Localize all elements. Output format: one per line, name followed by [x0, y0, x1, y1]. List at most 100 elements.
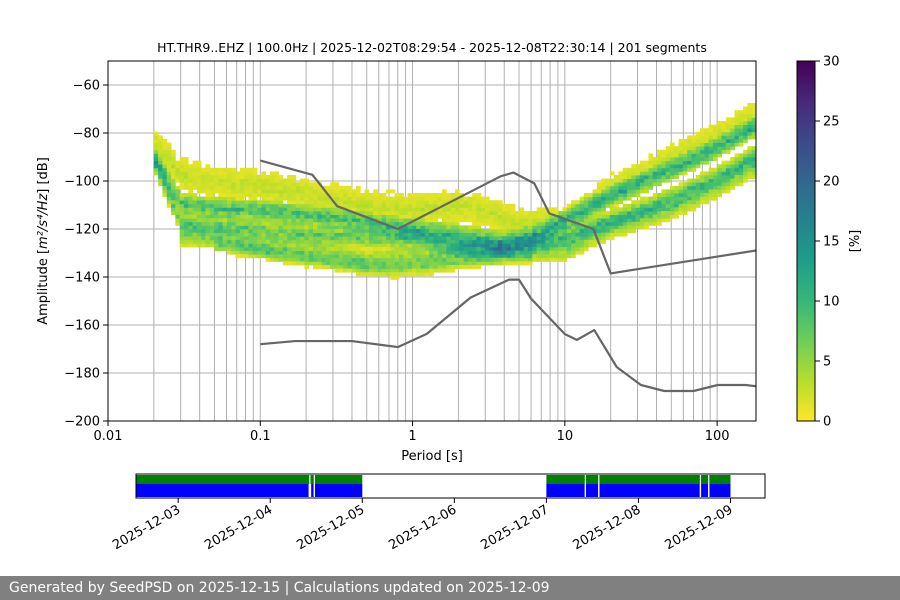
psd-cell: [644, 214, 649, 219]
psd-cell: [734, 124, 740, 129]
psd-cell: [248, 218, 254, 223]
psd-cell: [330, 211, 335, 215]
psd-cell: [459, 236, 464, 241]
psd-cell: [192, 225, 198, 230]
psd-cell: [450, 214, 456, 219]
psd-cell: [571, 200, 576, 205]
psd-cell: [442, 232, 447, 237]
psd-cell: [235, 214, 241, 219]
psd-cell: [171, 157, 176, 161]
psd-cell: [407, 247, 413, 251]
psd-cell: [519, 247, 525, 251]
psd-cell: [248, 167, 254, 172]
psd-cell: [502, 211, 507, 215]
psd-cell: [493, 211, 499, 215]
psd-cell: [214, 185, 219, 190]
psd-cell: [497, 221, 503, 226]
psd-cell: [575, 236, 581, 241]
psd-cell: [235, 178, 241, 183]
psd-cell: [665, 146, 671, 151]
psd-cell: [162, 146, 168, 151]
psd-cell: [368, 247, 374, 251]
psd-cell: [226, 243, 232, 248]
psd-cell: [639, 185, 645, 190]
psd-cell: [188, 211, 193, 215]
psd-cell: [609, 189, 615, 194]
psd-cell: [291, 261, 297, 266]
psd-cell: [678, 167, 684, 172]
psd-cell: [373, 189, 378, 194]
psd-cell: [244, 225, 249, 230]
psd-cell: [605, 203, 611, 208]
psd-cell: [695, 189, 701, 194]
psd-cell: [614, 193, 619, 197]
psd-cell: [596, 236, 602, 241]
psd-cell: [325, 218, 331, 223]
psd-cell: [751, 110, 756, 115]
psd-cell: [244, 207, 249, 212]
psd-cell: [592, 243, 598, 248]
psd-cell: [648, 185, 654, 190]
psd-cell: [355, 265, 361, 269]
psd-cell: [446, 203, 452, 208]
psd-cell: [433, 257, 439, 262]
psd-cell: [442, 243, 447, 248]
psd-cell: [639, 189, 645, 194]
psd-cell: [407, 268, 413, 273]
psd-cell: [355, 221, 361, 226]
psd-cell: [424, 225, 430, 230]
psd-cell: [373, 257, 378, 262]
psd-cell: [317, 225, 322, 230]
psd-cell: [566, 221, 572, 226]
psd-cell: [278, 200, 284, 205]
psd-cell: [424, 250, 430, 255]
psd-cell: [446, 225, 452, 230]
psd-cell: [536, 214, 542, 219]
psd-cell: [274, 250, 279, 255]
psd-cell: [411, 257, 417, 262]
psd-cell: [429, 203, 434, 208]
psd-cell: [678, 200, 684, 205]
psd-cell: [321, 250, 327, 255]
psd-cell: [622, 221, 628, 226]
psd-cell: [248, 236, 254, 241]
psd-cell: [214, 225, 219, 230]
psd-cell: [669, 189, 675, 194]
psd-cell: [295, 247, 301, 251]
psd-cell: [592, 218, 598, 223]
psd-cell: [562, 257, 568, 262]
psd-cell: [528, 225, 533, 230]
psd-cell: [261, 211, 267, 215]
psd-cell: [183, 211, 189, 215]
psd-cell: [510, 257, 516, 262]
timeline-date-label: 2025-12-07: [478, 502, 551, 553]
psd-cell: [214, 182, 219, 187]
psd-cell: [596, 232, 602, 237]
psd-cell: [226, 239, 232, 244]
psd-cell: [442, 268, 447, 273]
psd-cell: [386, 261, 391, 266]
psd-cell: [308, 236, 314, 241]
psd-cell: [274, 232, 279, 237]
psd-cell: [579, 218, 585, 223]
timeline-blue-segment: [314, 484, 363, 497]
psd-cell: [317, 200, 322, 205]
psd-cell: [377, 214, 383, 219]
psd-cell: [334, 243, 340, 248]
psd-cell: [704, 196, 710, 201]
psd-cell: [166, 175, 172, 179]
psd-cell: [639, 200, 645, 205]
psd-cell: [695, 131, 701, 136]
psd-cell: [717, 171, 722, 176]
psd-cell: [601, 239, 606, 244]
psd-cell: [171, 175, 176, 179]
psd-cell: [209, 200, 215, 205]
psd-cell: [360, 221, 365, 226]
psd-cell: [631, 229, 636, 233]
psd-cell: [183, 185, 189, 190]
psd-cell: [226, 218, 232, 223]
psd-cell: [553, 239, 559, 244]
psd-cell: [459, 243, 464, 248]
psd-cell: [734, 121, 740, 125]
psd-cell: [424, 247, 430, 251]
